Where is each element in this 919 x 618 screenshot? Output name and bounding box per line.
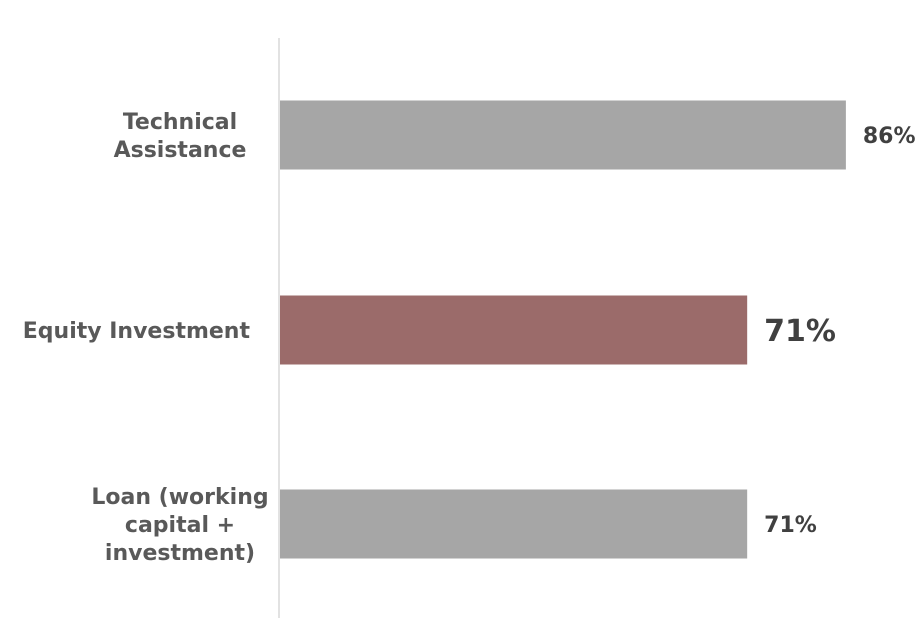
category-label: Loan (working capital + investment) — [91, 485, 268, 566]
category-label: Equity Investment — [23, 319, 251, 344]
value-label: 71% — [764, 513, 817, 538]
bar — [280, 295, 748, 365]
bar — [280, 100, 846, 170]
bar — [280, 489, 748, 559]
value-label: 86% — [863, 124, 916, 149]
category-label: Technical Assistance — [114, 110, 247, 163]
value-label: 71% — [764, 314, 836, 349]
bars-group — [280, 100, 846, 559]
labels-group: Technical Assistance 86% Equity Investment 7… — [23, 110, 916, 566]
